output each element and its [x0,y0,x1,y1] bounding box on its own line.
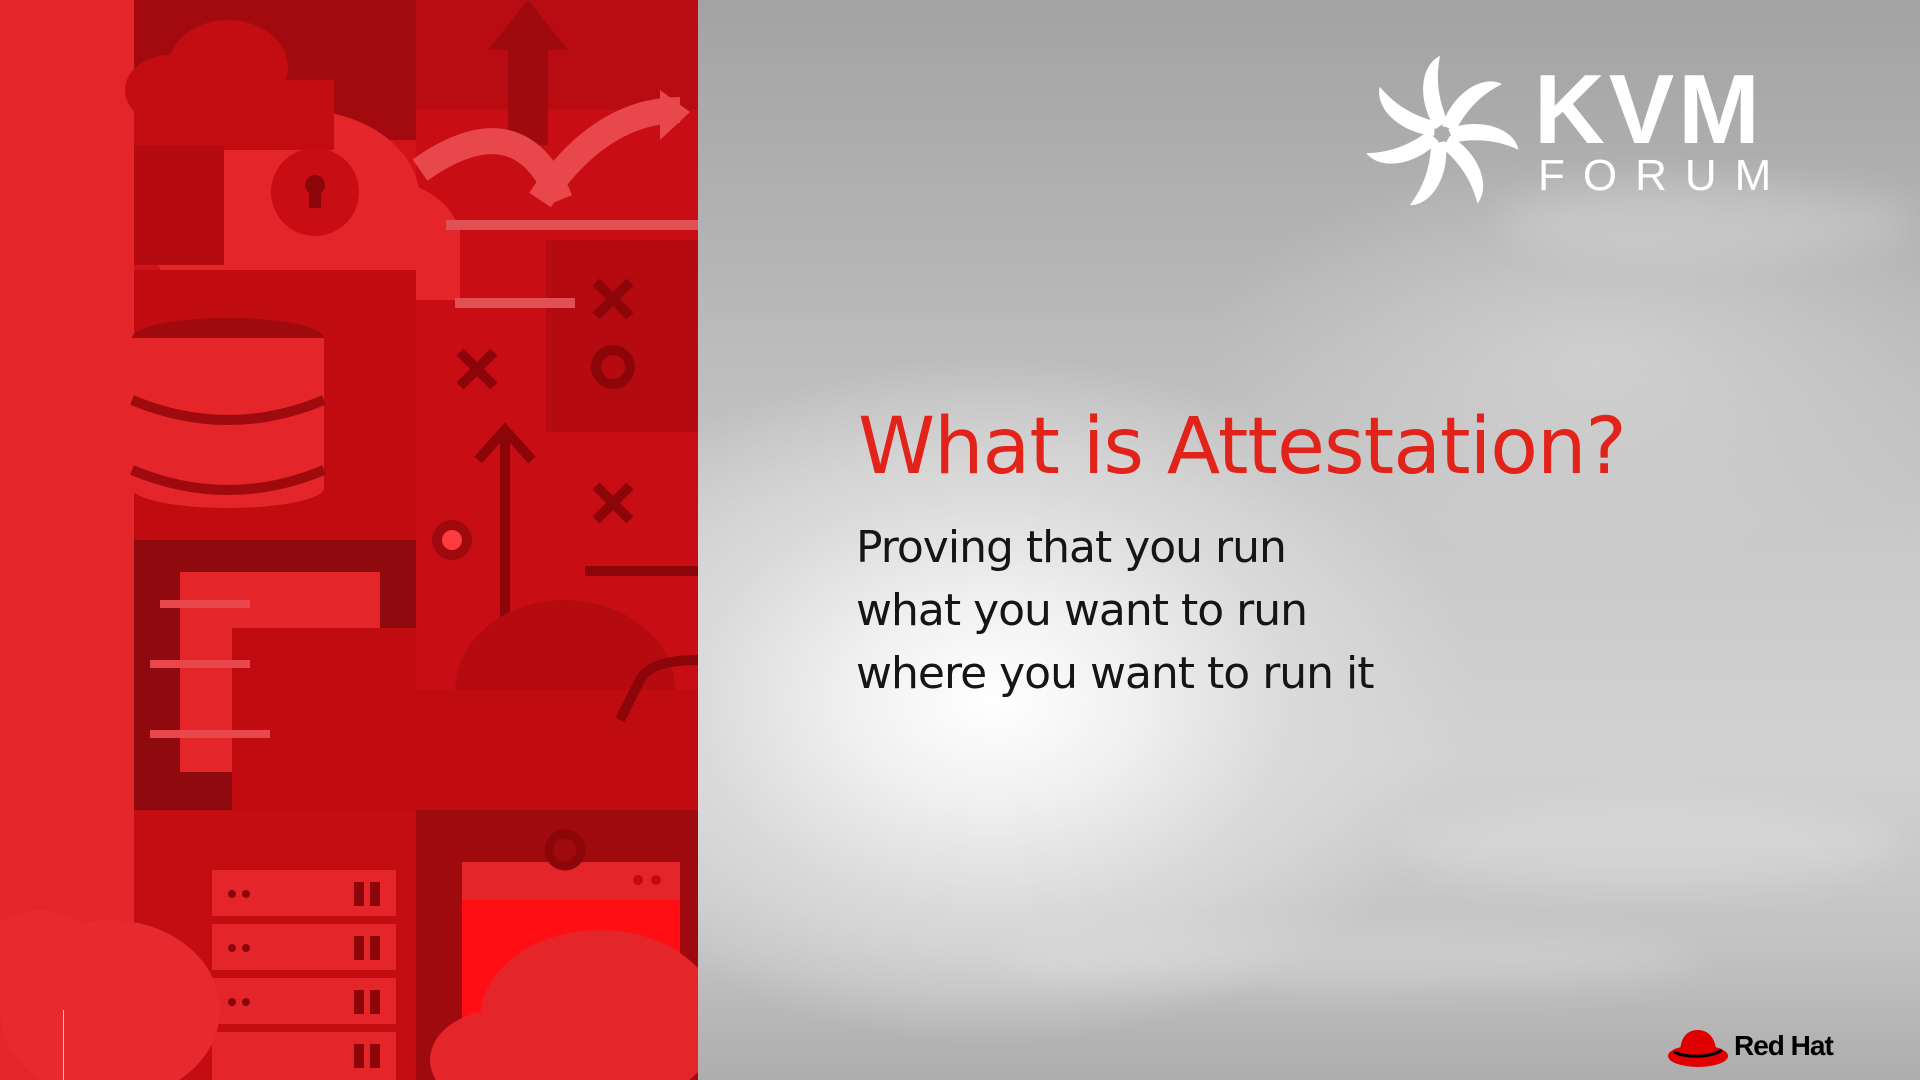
sky-background [698,0,1920,1080]
red-fedora-hat-icon [1668,1030,1728,1067]
decorative-illustration-panel [0,0,698,1080]
slide-body: Proving that you run what you want to ru… [856,516,1375,705]
red-hat-wordmark: Red Hat [1734,1030,1834,1061]
logo-forum-text: FORUM [1538,151,1790,200]
divider-line [63,1010,64,1080]
circle-mark-icon [591,345,635,389]
cloud-security-illustration [0,0,698,1080]
x-mark-icon [592,278,634,320]
red-hat-logo: Red Hat [1666,1024,1866,1072]
pinwheel-icon [1366,55,1519,206]
body-line: Proving that you run [856,522,1287,573]
up-arrow-icon [488,0,568,145]
body-line: what you want to run [856,585,1308,636]
body-line: where you want to run it [856,648,1375,699]
slide-title: What is Attestation? [858,402,1627,492]
kvm-forum-logo: KVM FORUM [1352,46,1772,216]
logo-kvm-text: KVM [1534,54,1764,164]
